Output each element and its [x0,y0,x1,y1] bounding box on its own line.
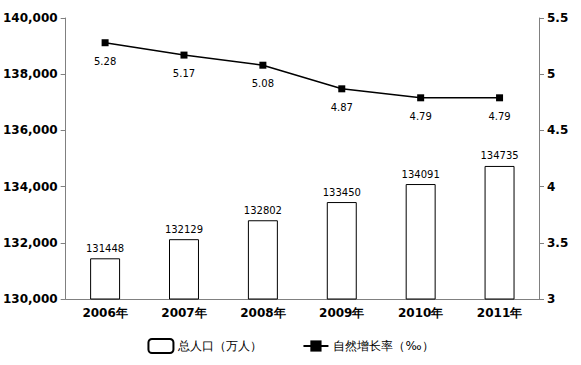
svg-text:140,000: 140,000 [3,11,58,25]
svg-text:5.17: 5.17 [173,68,195,79]
svg-text:132129: 132129 [165,224,203,235]
svg-text:138,000: 138,000 [3,67,58,81]
svg-text:3.5: 3.5 [547,236,568,250]
svg-text:5: 5 [547,67,555,81]
svg-text:134,000: 134,000 [3,180,58,194]
svg-text:3: 3 [547,292,555,306]
svg-text:自然增长率（‰）: 自然增长率（‰） [333,339,433,353]
svg-text:133450: 133450 [323,187,361,198]
svg-text:4.79: 4.79 [410,111,432,122]
svg-text:2011年: 2011年 [477,306,522,320]
svg-text:134091: 134091 [402,169,440,180]
svg-text:130,000: 130,000 [3,292,58,306]
svg-text:2009年: 2009年 [319,306,364,320]
svg-text:总人口（万人）: 总人口（万人） [177,339,262,353]
svg-text:2008年: 2008年 [240,306,285,320]
svg-text:5.08: 5.08 [252,78,274,89]
svg-text:4.5: 4.5 [547,123,568,137]
svg-text:132,000: 132,000 [3,236,58,250]
svg-text:5.28: 5.28 [94,56,116,67]
svg-text:2010年: 2010年 [398,306,443,320]
svg-text:4.79: 4.79 [488,111,510,122]
svg-text:132802: 132802 [244,205,282,216]
svg-text:5.5: 5.5 [547,11,568,25]
svg-text:2007年: 2007年 [161,306,206,320]
svg-text:136,000: 136,000 [3,123,58,137]
svg-text:134735: 134735 [480,150,518,161]
svg-text:131448: 131448 [86,243,124,254]
svg-text:2006年: 2006年 [82,306,127,320]
svg-text:4.87: 4.87 [331,102,353,113]
svg-text:4: 4 [547,180,555,194]
